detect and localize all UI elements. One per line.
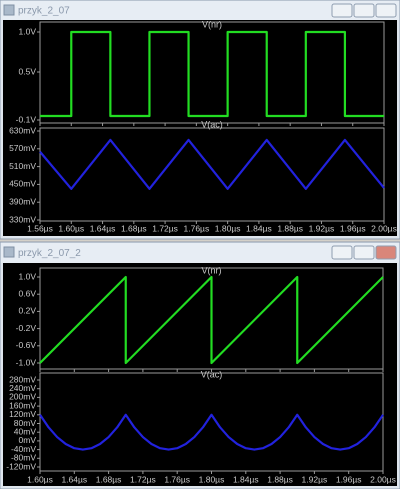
y-tick-label: -1.0V (16, 357, 37, 367)
y-tick-label: -0.6V (16, 340, 37, 350)
y-tick-label: 0.5V (19, 66, 37, 76)
trace (39, 138, 385, 190)
trace-label[interactable]: V(ac) (201, 119, 223, 129)
y-tick-label: 510mV (9, 161, 36, 171)
trace-label[interactable]: V(nr) (202, 19, 222, 29)
y-tick-label: 0mV (19, 435, 37, 445)
x-tick-label: 1.76µs (184, 223, 210, 233)
close-button[interactable] (375, 3, 397, 18)
x-tick-label: 1.88µs (277, 223, 303, 233)
y-tick-label: -0.2V (16, 323, 37, 333)
y-tick-label: 200mV (9, 392, 36, 402)
y-tick-label: 160mV (9, 400, 36, 410)
window-icon (3, 4, 15, 16)
y-tick-label: 240mV (9, 383, 36, 393)
y-tick-label: 1.0V (19, 26, 37, 36)
y-tick-label: -120mV (6, 461, 36, 471)
x-tick-label: 1.72µs (130, 474, 156, 484)
title-bar (1, 243, 399, 263)
maximize-button[interactable] (353, 245, 375, 260)
y-tick-label: -0.1V (16, 114, 37, 124)
x-tick-label: 2.00µs (371, 223, 397, 233)
y-tick-label: 280mV (9, 374, 36, 384)
title-bar (1, 1, 399, 20)
y-tick-label: -40mV (11, 444, 36, 454)
trace-label[interactable]: V(ac) (201, 369, 223, 379)
x-tick-label: 1.80µs (215, 223, 241, 233)
y-tick-label: 120mV (9, 409, 36, 419)
y-tick-label: 0.6V (19, 288, 37, 298)
x-tick-label: 1.92µs (309, 223, 335, 233)
x-tick-label: 1.68µs (96, 474, 122, 484)
trace (39, 413, 384, 451)
x-tick-label: 1.80µs (199, 474, 225, 484)
x-tick-label: 1.88µs (267, 474, 293, 484)
x-tick-label: 2.00µs (370, 474, 396, 484)
x-tick-label: 1.76µs (164, 474, 190, 484)
x-tick-label: 1.56µs (27, 223, 53, 233)
close-button[interactable] (375, 245, 397, 260)
y-tick-label: 630mV (9, 125, 36, 135)
x-tick-label: 1.60µs (58, 223, 84, 233)
maximize-button[interactable] (353, 3, 375, 18)
trace (39, 275, 384, 365)
x-tick-label: 1.72µs (152, 223, 178, 233)
x-tick-label: 1.96µs (340, 223, 366, 233)
trace (40, 30, 384, 118)
window[interactable]: przyk_2_07_2 V(nr) 1.0V 0.6V 0.2V -0.2V -0.6V -… (0, 241, 400, 489)
x-tick-label: 1.64µs (90, 223, 116, 233)
x-tick-label: 1.96µs (336, 474, 362, 484)
x-tick-label: 1.64µs (61, 474, 87, 484)
window-icon (3, 246, 15, 258)
window-title: przyk_2_07_2 (18, 248, 81, 259)
y-tick-label: 80mV (14, 418, 37, 428)
trace-label[interactable]: V(nr) (202, 265, 222, 275)
window[interactable]: przyk_2_07 V(nr) 1.0V 0.5V -0.1V V(ac) 630mV 57… (0, 0, 400, 240)
y-tick-label: -80mV (11, 453, 36, 463)
y-tick-label: 40mV (14, 426, 37, 436)
window-title: przyk_2_07 (18, 6, 70, 17)
minimize-button[interactable] (331, 245, 353, 260)
y-tick-label: 570mV (9, 143, 36, 153)
plot-frame (39, 127, 385, 222)
x-tick-label: 1.84µs (233, 474, 259, 484)
x-tick-label: 1.68µs (121, 223, 147, 233)
y-tick-label: 330mV (9, 214, 36, 224)
y-tick-label: 450mV (9, 179, 36, 189)
y-tick-label: 0.2V (19, 306, 37, 316)
y-tick-label: 1.0V (19, 271, 37, 281)
x-tick-label: 1.60µs (27, 474, 53, 484)
x-tick-label: 1.92µs (302, 474, 328, 484)
x-tick-label: 1.84µs (246, 223, 272, 233)
y-tick-label: 390mV (9, 196, 36, 206)
minimize-button[interactable] (331, 3, 353, 18)
